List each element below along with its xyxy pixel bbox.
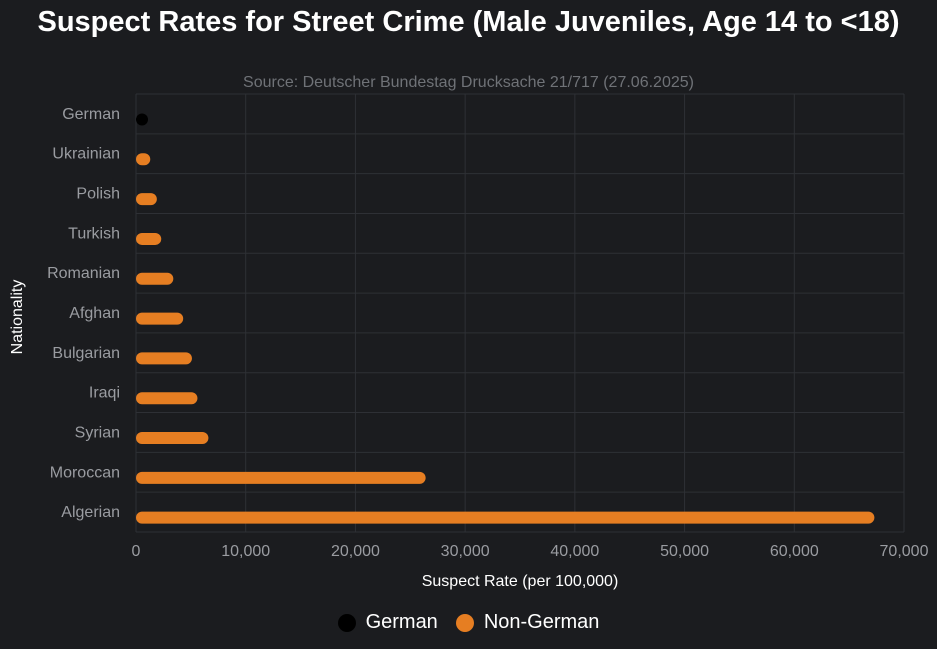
x-tick-label: 20,000 bbox=[331, 543, 380, 560]
y-tick-label-iraqi: Iraqi bbox=[89, 385, 120, 402]
legend-label-german: German bbox=[365, 611, 438, 633]
y-tick-label-ukrainian: Ukrainian bbox=[52, 146, 120, 163]
y-tick-label-romanian: Romanian bbox=[47, 265, 120, 282]
bar-polish bbox=[136, 193, 157, 206]
legend: German Non-German bbox=[0, 611, 937, 634]
y-tick-label-afghan: Afghan bbox=[69, 305, 120, 322]
bar-romanian bbox=[136, 272, 174, 285]
x-tick-label: 0 bbox=[132, 543, 141, 560]
bar-turkish bbox=[136, 232, 162, 245]
chart-subtitle: Source: Deutscher Bundestag Drucksache 2… bbox=[243, 74, 694, 91]
legend-item-non-german[interactable]: Non-German bbox=[455, 611, 600, 634]
bar-algerian bbox=[136, 511, 875, 524]
x-tick-label: 70,000 bbox=[880, 543, 929, 560]
bar-german bbox=[136, 113, 148, 126]
legend-swatch-german bbox=[337, 613, 356, 632]
y-tick-label-syrian: Syrian bbox=[75, 424, 120, 441]
bar-moroccan bbox=[136, 471, 426, 484]
bar-iraqi bbox=[136, 392, 198, 405]
legend-swatch-non-german bbox=[455, 613, 474, 632]
chart-title: Suspect Rates for Street Crime (Male Juv… bbox=[37, 6, 900, 38]
bar-bulgarian bbox=[136, 352, 192, 365]
y-axis-title: Nationality bbox=[9, 280, 26, 355]
y-tick-label-turkish: Turkish bbox=[68, 225, 120, 242]
bar-syrian bbox=[136, 432, 209, 445]
bar-afghan bbox=[136, 312, 184, 325]
legend-label-non-german: Non-German bbox=[483, 611, 600, 633]
y-tick-label-algerian: Algerian bbox=[61, 504, 120, 521]
y-tick-label-moroccan: Moroccan bbox=[50, 464, 120, 481]
x-tick-label: 50,000 bbox=[660, 543, 709, 560]
x-tick-label: 60,000 bbox=[770, 543, 819, 560]
x-axis-title: Suspect Rate (per 100,000) bbox=[422, 573, 619, 590]
bar-ukrainian bbox=[136, 153, 151, 166]
x-tick-label: 10,000 bbox=[221, 543, 270, 560]
y-tick-label-german: German bbox=[62, 106, 120, 123]
y-tick-label-bulgarian: Bulgarian bbox=[52, 345, 120, 362]
y-tick-label-polish: Polish bbox=[76, 186, 120, 203]
x-tick-label: 30,000 bbox=[441, 543, 490, 560]
legend-item-german[interactable]: German bbox=[337, 611, 438, 634]
x-tick-label: 40,000 bbox=[550, 543, 599, 560]
